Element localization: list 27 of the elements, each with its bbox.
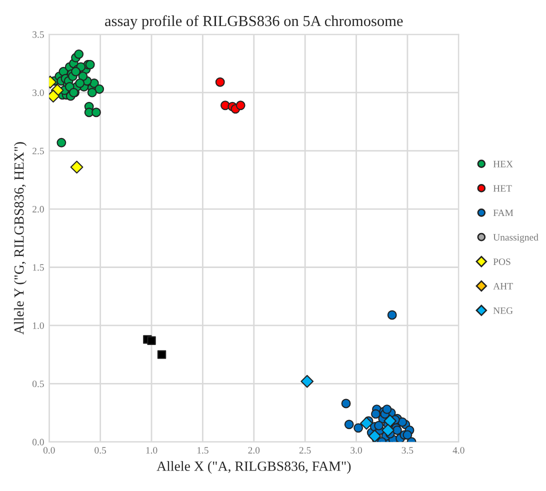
x-tick-label: 2.5 bbox=[299, 447, 311, 454]
y-tick-label: 0.5 bbox=[32, 380, 44, 388]
y-tick-label: 3.0 bbox=[32, 89, 44, 96]
y-tick-label: 1.0 bbox=[32, 322, 44, 329]
legend-label: FAM bbox=[493, 210, 514, 216]
legend-label: NEG bbox=[493, 307, 513, 314]
legend-label: POS bbox=[493, 258, 510, 266]
y-tick-label: 1.5 bbox=[32, 264, 44, 271]
legend-label: Unassigned bbox=[493, 234, 538, 243]
chart-title: assay profile of RILGBS836 on 5A chromosome bbox=[105, 15, 403, 30]
y-tick-label: 0.0 bbox=[32, 438, 44, 446]
x-tick-label: 0.5 bbox=[94, 447, 106, 454]
x-tick-label: 3.0 bbox=[350, 447, 362, 454]
x-axis-title: Allele X ("A, RILGBS836, FAM") bbox=[156, 461, 351, 474]
x-tick-label: 2.0 bbox=[248, 447, 260, 454]
y-axis-title: Allele Y ("G, RILGBS836, HEX") bbox=[14, 142, 27, 335]
legend-label: HET bbox=[493, 185, 512, 192]
x-tick-label: 3.5 bbox=[402, 447, 414, 454]
x-tick-label: 1.0 bbox=[146, 447, 158, 454]
x-tick-label: 4.0 bbox=[452, 447, 464, 454]
y-tick-label: 3.5 bbox=[32, 31, 44, 38]
y-tick-label: 2.0 bbox=[32, 206, 44, 213]
x-tick-label: 0.0 bbox=[43, 447, 55, 454]
legend-label: HEX bbox=[493, 160, 513, 168]
y-tick-label: 2.5 bbox=[32, 148, 44, 154]
x-tick-label: 1.5 bbox=[197, 447, 208, 454]
legend-label: AHT bbox=[493, 282, 513, 290]
